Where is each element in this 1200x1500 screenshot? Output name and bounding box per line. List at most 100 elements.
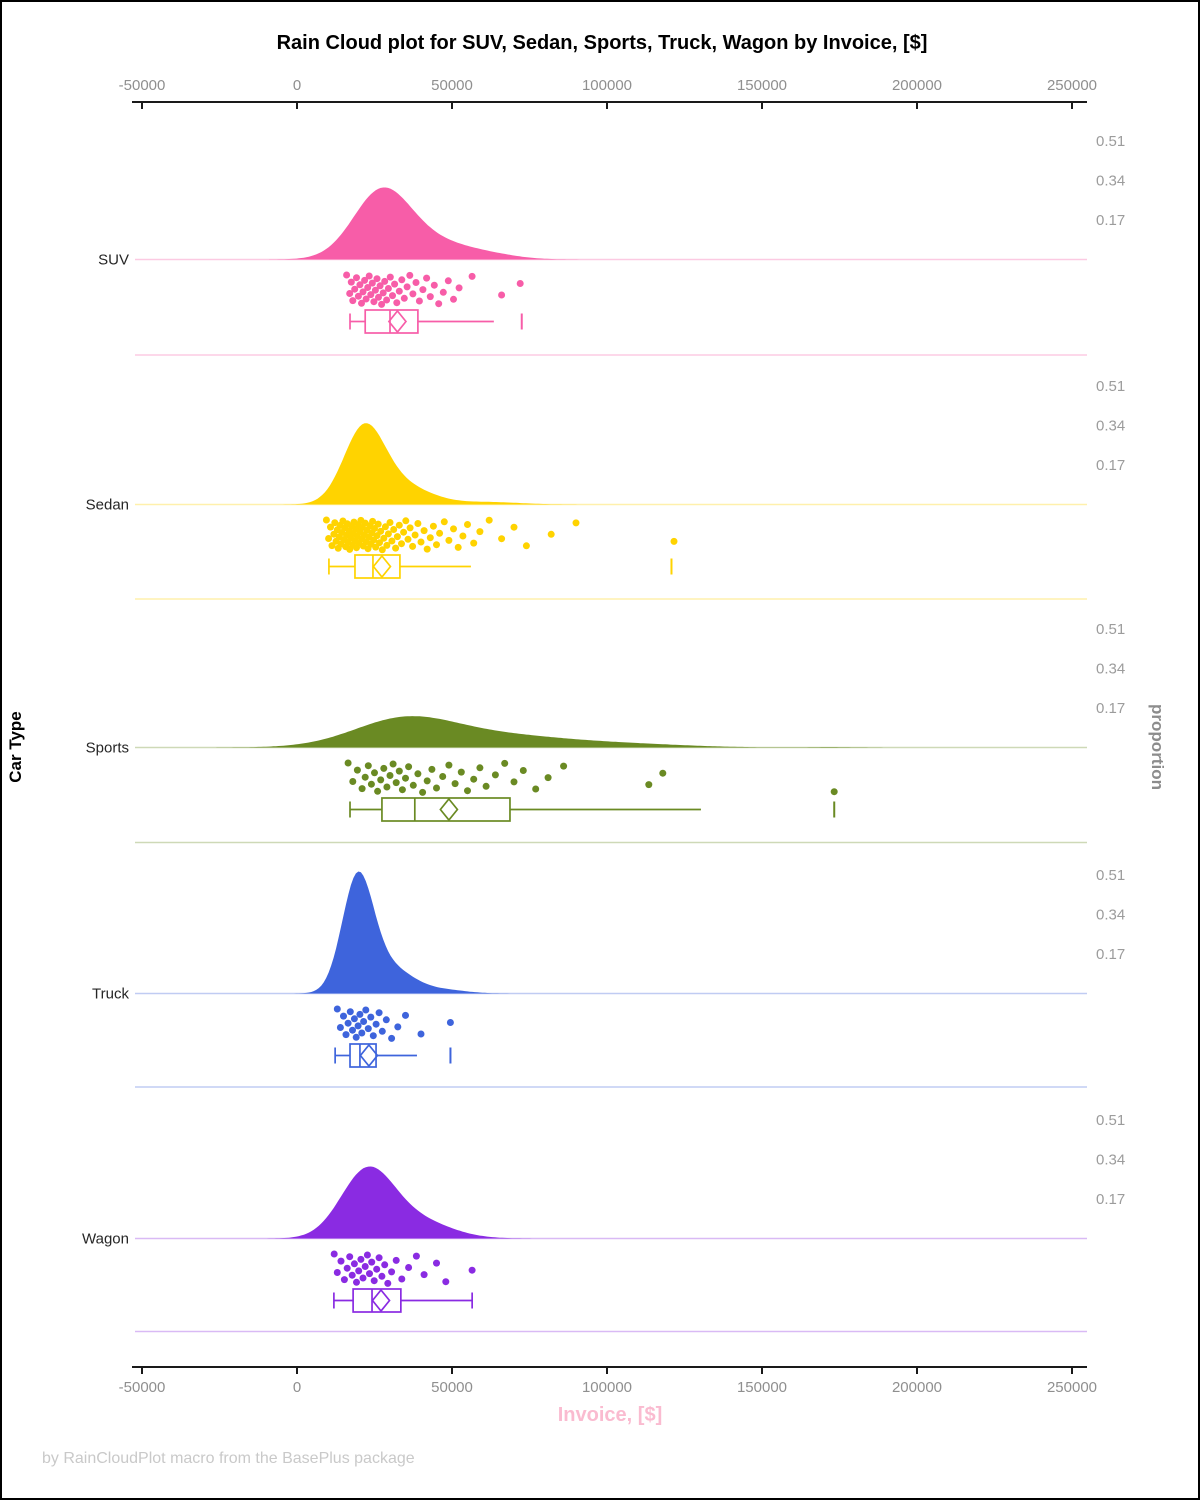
rain-point: [485, 516, 493, 524]
mean-diamond: [359, 1043, 379, 1068]
rain-point: [450, 295, 457, 303]
rain-point: [389, 292, 396, 300]
rain-point: [364, 1025, 372, 1033]
rain-point: [359, 288, 367, 296]
rain-point: [377, 527, 385, 535]
rain-point: [498, 291, 506, 299]
rain-point: [361, 1263, 369, 1270]
rain-point: [402, 1011, 409, 1019]
proportion-tick-label: 0.51: [1096, 133, 1125, 150]
rain-point: [459, 532, 467, 540]
rain-point: [375, 293, 382, 301]
rain-point: [389, 760, 397, 768]
rain-point: [412, 279, 420, 286]
rain-point: [336, 1024, 344, 1031]
rain-point: [426, 534, 434, 542]
mean-diamond: [387, 309, 408, 334]
rain-point: [403, 283, 411, 291]
rain-point: [393, 299, 401, 307]
rain-point: [420, 527, 428, 535]
box: [349, 1043, 377, 1068]
rain-point: [373, 275, 381, 283]
proportion-tick-label: 0.17: [1096, 457, 1125, 474]
rain-point: [446, 1019, 454, 1026]
proportion-tick-label: 0.34: [1096, 661, 1125, 678]
rain-point: [400, 294, 408, 302]
mean-diamond: [439, 797, 459, 822]
rain-point: [444, 277, 452, 285]
proportion-tick-label: 0.34: [1096, 1152, 1125, 1169]
rain-point: [451, 780, 459, 788]
rain-point: [350, 1015, 358, 1023]
rain-point: [361, 773, 369, 781]
rain-point: [468, 1266, 476, 1274]
rain-point: [454, 543, 462, 551]
rain-point: [433, 784, 440, 792]
rain-point: [386, 273, 394, 281]
rain-point: [544, 774, 552, 782]
rain-point: [363, 1251, 371, 1259]
rain-point: [439, 288, 447, 296]
rain-point: [417, 1030, 425, 1038]
rain-point: [398, 540, 405, 548]
rain-point: [333, 1005, 341, 1013]
rain-point: [383, 783, 391, 791]
rain-point: [357, 1255, 365, 1263]
rain-point: [367, 780, 375, 788]
rain-point: [375, 1009, 383, 1017]
panel-truck: Truck 0.51 0.34 0.17: [92, 867, 1125, 1088]
bottom-axis-tick-label: 150000: [737, 1379, 787, 1396]
rain-point: [360, 1018, 368, 1025]
rain-point: [353, 1278, 360, 1286]
rain-point: [322, 516, 330, 524]
boxplot-sports: [349, 797, 836, 822]
box: [381, 797, 511, 822]
rain-point: [391, 280, 399, 288]
rain-point: [342, 1031, 350, 1039]
rain-point: [353, 766, 361, 774]
rain-point: [371, 769, 378, 777]
rain-point: [359, 1274, 367, 1282]
rain-point: [356, 281, 364, 289]
rain-point: [423, 545, 431, 553]
rain-point: [378, 300, 386, 308]
rain-point: [393, 533, 401, 541]
rain-point: [333, 1269, 341, 1276]
rain-point: [440, 518, 448, 526]
rain-point: [384, 1279, 392, 1287]
rain-point: [340, 1012, 347, 1020]
rain-point: [435, 300, 443, 308]
rain-point: [368, 1258, 376, 1266]
top-axis-tick-label: 150000: [737, 77, 787, 94]
rain-point: [346, 1008, 354, 1016]
rain-point: [364, 284, 372, 291]
rain-point: [367, 291, 375, 299]
rain-point: [406, 271, 414, 279]
rain-point: [381, 523, 389, 531]
rain-point: [409, 290, 417, 298]
rain-point: [419, 788, 427, 796]
rain-point: [380, 534, 388, 542]
rain-point: [366, 1270, 373, 1278]
rain-point: [445, 536, 453, 544]
rain-point: [428, 765, 436, 773]
rain-point: [455, 284, 463, 292]
box: [354, 554, 401, 579]
rain-point: [510, 523, 518, 531]
rain-point: [384, 530, 392, 538]
rain-point: [354, 1022, 362, 1030]
bottom-axis-tick-label: -50000: [119, 1379, 166, 1396]
rain-point: [325, 535, 333, 542]
proportion-tick-label: 0.17: [1096, 212, 1125, 229]
rain-point: [362, 295, 370, 303]
rain-point: [384, 285, 392, 292]
rain-point: [347, 278, 355, 286]
rain-point: [392, 1256, 400, 1264]
rain-point: [470, 775, 478, 783]
rain-point: [406, 524, 414, 532]
proportion-tick-label: 0.17: [1096, 946, 1125, 963]
rain-point: [415, 297, 423, 305]
panel-sedan: Sedan 0.51 0.34 0.17: [86, 378, 1125, 600]
rain-point: [361, 276, 369, 284]
